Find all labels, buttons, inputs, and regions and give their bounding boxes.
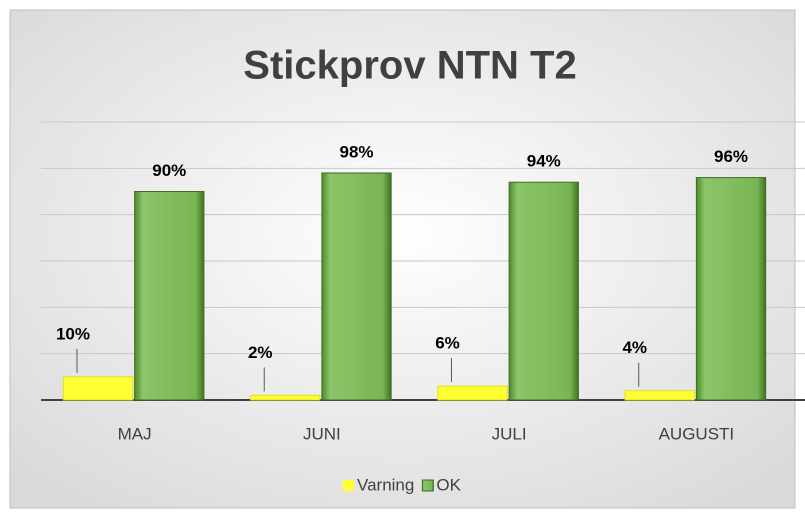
legend-label: Varning [357,475,414,494]
data-label: 94% [527,152,561,171]
bar [250,394,321,401]
chart-title: Stickprov NTN T2 [243,44,576,88]
x-tick-label: MAJ [118,424,152,443]
x-tick-label: JULI [492,424,527,443]
data-label: 4% [622,338,647,357]
bar [508,181,579,401]
legend-swatch [343,480,354,491]
bar [624,390,695,401]
legend-swatch [421,479,434,492]
bar [134,191,205,401]
x-tick-label: JUNI [303,424,341,443]
data-label: 96% [714,147,748,166]
bar [437,385,508,401]
x-tick-label: AUGUSTI [659,424,735,443]
data-label: 98% [340,142,374,161]
bar [321,172,392,401]
legend-label: OK [436,475,461,494]
bar [695,177,767,401]
data-label: 2% [248,343,273,362]
data-label: 10% [56,324,90,343]
bar [62,376,134,401]
data-label: 90% [152,161,186,180]
data-label: 6% [435,334,460,353]
